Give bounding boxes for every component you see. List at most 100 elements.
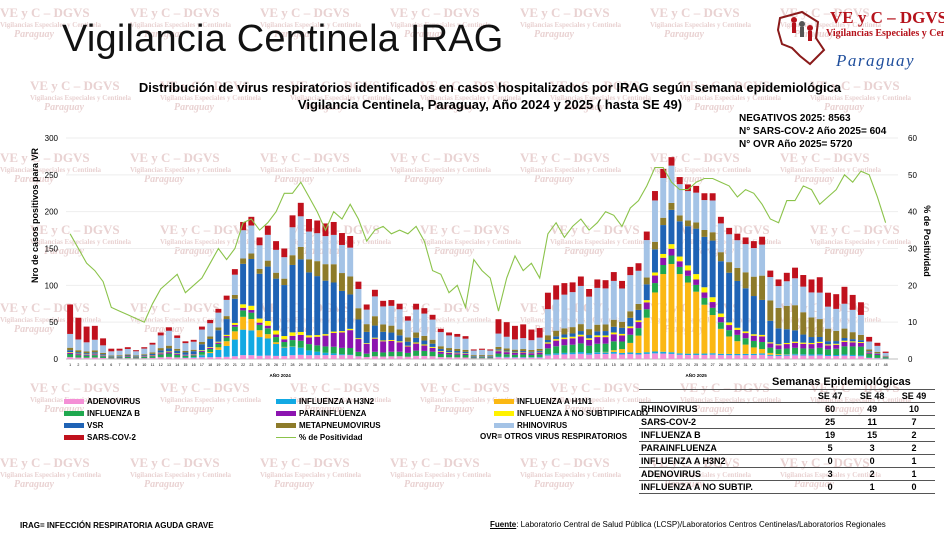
bar-segment <box>775 355 782 357</box>
bar-segment <box>166 351 172 353</box>
bar-segment <box>429 347 436 352</box>
bar-segment <box>833 294 840 309</box>
bar-segment <box>347 355 354 359</box>
bar-segment <box>429 356 436 359</box>
bar-segment <box>684 275 691 283</box>
source-text: : Laboratorio Central de Salud Pública (… <box>516 520 886 529</box>
y-tick-label: 150 <box>45 245 59 254</box>
x-tick-label: 45 <box>859 363 863 367</box>
bar-segment <box>231 356 238 359</box>
bar-segment <box>198 351 205 355</box>
count-cell: 1 <box>869 482 875 492</box>
bar-segment <box>149 352 156 354</box>
bar-segment <box>660 253 667 258</box>
x-tick-label: 34 <box>340 363 344 367</box>
bar-segment <box>248 305 255 311</box>
x-tick-label: 20 <box>653 363 657 367</box>
bar-segment <box>157 354 164 358</box>
bar-segment <box>306 350 312 356</box>
legend-swatch <box>276 423 296 428</box>
bar-segment <box>388 339 395 341</box>
y2-tick-label: 30 <box>908 245 917 254</box>
bar-segment <box>174 353 181 355</box>
bar-segment <box>396 341 403 343</box>
bar-segment <box>363 331 370 344</box>
bar-segment <box>166 327 172 331</box>
bar-segment <box>511 357 518 359</box>
bar-segment <box>569 352 576 355</box>
x-tick-label: 36 <box>356 363 360 367</box>
bar-segment <box>857 346 864 356</box>
bar-segment <box>833 355 840 357</box>
bar-segment <box>569 327 576 334</box>
bar-segment <box>223 316 230 320</box>
bar-segment <box>726 272 733 323</box>
legend-label: INFLUENZA A H1N1 <box>517 397 593 406</box>
legend-swatch <box>64 411 84 416</box>
bar-segment <box>759 244 766 276</box>
bar-segment <box>841 341 848 347</box>
bar-segment <box>849 346 856 355</box>
bar-segment <box>371 316 378 326</box>
count-cell: 3 <box>869 443 875 453</box>
bar-segment <box>676 274 683 354</box>
bar-segment <box>825 349 831 355</box>
bar-segment <box>775 344 782 346</box>
bar-segment <box>330 332 337 347</box>
bar-segment <box>413 337 420 343</box>
bar-segment <box>133 355 139 357</box>
x-tick-label: 51 <box>480 363 484 367</box>
bar-segment <box>355 338 362 340</box>
bar-segment <box>586 335 593 339</box>
legend-label: INFLUENZA A NO SUBTIPIFICADO <box>517 409 649 418</box>
bar-segment <box>470 358 477 359</box>
bar-segment <box>734 353 741 356</box>
legend-item: METAPNEUMOVIRUS <box>276 421 381 430</box>
table-header <box>639 389 810 403</box>
bar-segment <box>643 284 650 301</box>
x-tick-label: 18 <box>208 363 212 367</box>
bar-segment <box>91 354 98 356</box>
bar-segment <box>701 200 708 230</box>
bar-segment <box>166 345 172 349</box>
bar-segment <box>561 283 568 295</box>
x-tick-label: 8 <box>555 363 557 367</box>
bar-segment <box>264 234 271 261</box>
bar-segment <box>660 353 667 359</box>
irag-footnote: IRAG= INFECCIÓN RESPIRATORIA AGUDA GRAVE <box>20 521 214 530</box>
bar-segment <box>668 165 675 203</box>
bar-segment <box>273 337 280 343</box>
bar-segment <box>182 352 189 355</box>
bar-segment <box>857 334 864 341</box>
bar-segment <box>371 296 378 317</box>
bar-segment <box>792 354 798 356</box>
bar-segment <box>388 340 395 352</box>
bar-segment <box>717 252 724 262</box>
bar-segment <box>775 349 782 355</box>
bar-segment <box>347 328 354 331</box>
bar-segment <box>388 332 395 340</box>
bar-segment <box>627 275 634 312</box>
bar-segment <box>273 249 280 273</box>
bar-segment <box>577 331 584 335</box>
y2-tick-label: 10 <box>908 318 917 327</box>
bar-segment <box>347 235 354 248</box>
bar-segment <box>355 288 362 309</box>
bar-segment <box>701 193 708 201</box>
bar-segment <box>561 337 568 340</box>
bar-segment <box>347 247 354 277</box>
bar-segment <box>866 352 873 354</box>
bar-segment <box>190 357 197 358</box>
bar-segment <box>676 215 683 222</box>
bar-segment <box>841 346 848 355</box>
bar-segment <box>833 356 840 359</box>
bar-segment <box>264 338 271 356</box>
bar-segment <box>553 336 560 340</box>
bar-segment <box>371 338 378 352</box>
bar-segment <box>841 328 848 339</box>
bar-segment <box>866 349 873 352</box>
bar-segment <box>676 261 683 267</box>
x-tick-label: 39 <box>810 363 814 367</box>
bar-segment <box>701 287 708 293</box>
bar-segment <box>693 222 700 229</box>
